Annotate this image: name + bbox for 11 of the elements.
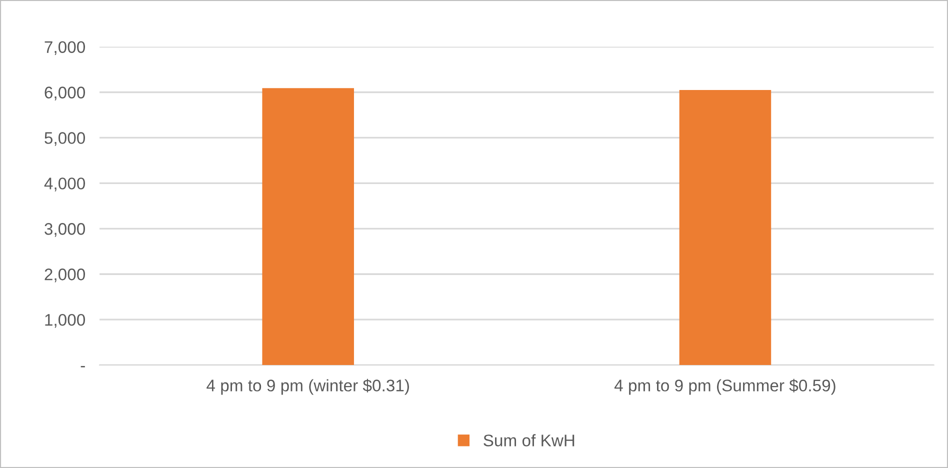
legend-label: Sum of KwH <box>484 434 574 446</box>
y-tick-label: - <box>80 366 85 368</box>
y-tick-label: 7,000 <box>44 41 86 55</box>
x-tick-label: 4 pm to 9 pm (winter $0.31) <box>206 378 409 395</box>
y-tick-label: 2,000 <box>44 268 86 282</box>
x-tick-label: 4 pm to 9 pm (Summer $0.59) <box>614 378 836 395</box>
y-tick-label: 6,000 <box>44 86 86 100</box>
y-tick-label: 5,000 <box>44 132 86 146</box>
y-tick-label: 1,000 <box>45 314 86 328</box>
y-tick-label: 3,000 <box>44 223 86 237</box>
y-tick-label: 4,000 <box>44 178 86 192</box>
